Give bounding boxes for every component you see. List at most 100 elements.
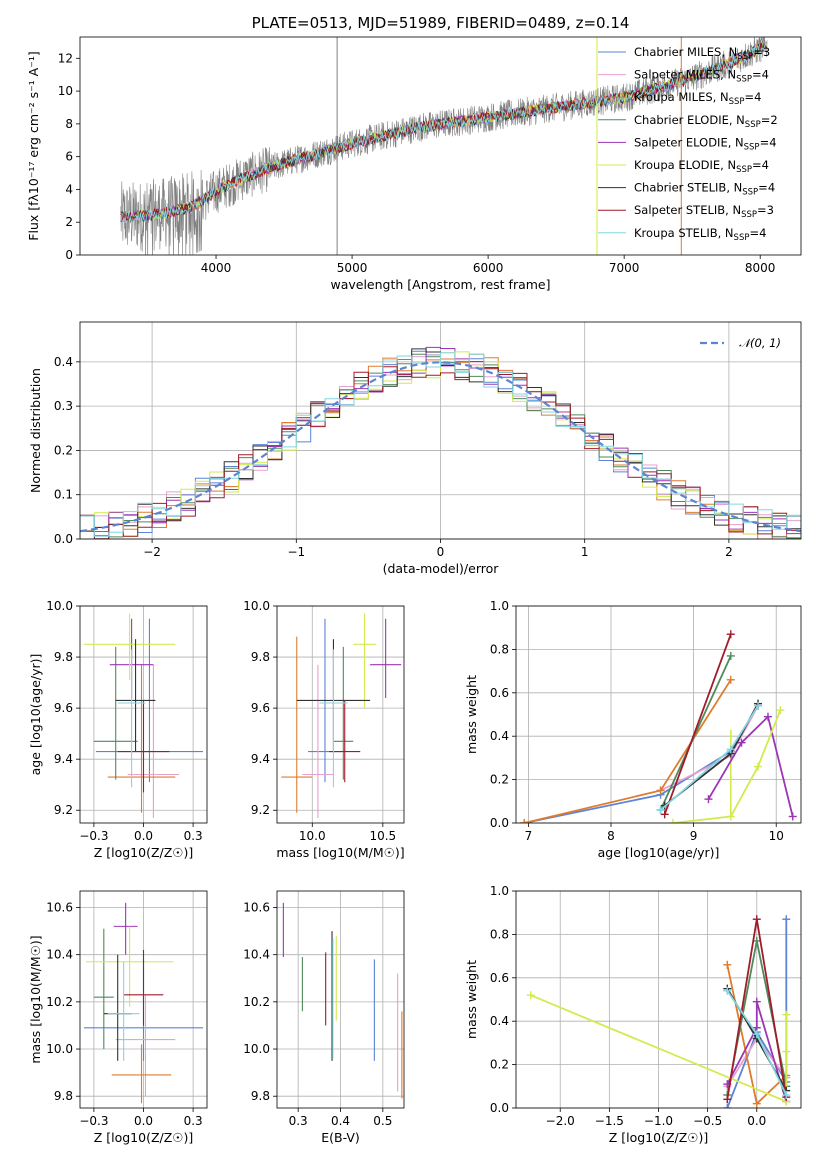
weight-line — [530, 994, 788, 1103]
legend-name: Chabrier ELODIE — [634, 113, 729, 127]
x-axis-label: (data-model)/error — [383, 561, 500, 576]
y-tick-label: 9.4 — [251, 752, 270, 766]
weight-point — [520, 819, 529, 823]
y-tick-label: 0.4 — [490, 1014, 509, 1028]
y-tick-label: 9.8 — [54, 650, 73, 664]
y-tick-label: 9.6 — [251, 701, 270, 715]
data-point — [127, 664, 180, 818]
x-tick-label: 0.0 — [134, 829, 153, 843]
data-point — [107, 664, 176, 813]
legend-name: Kroupa MILES — [634, 90, 713, 104]
axes-frame — [79, 890, 208, 1109]
y-tick-label: 1.0 — [490, 599, 509, 613]
y-tick-label: 10.2 — [243, 995, 270, 1009]
residuals-marks — [80, 346, 801, 539]
weight-point — [752, 915, 761, 924]
x-tick-label: −0.3 — [79, 829, 108, 843]
y-axis-label: mass weight — [464, 960, 479, 1039]
weight-point — [660, 810, 669, 819]
x-tick-label: 0.3 — [184, 1114, 203, 1128]
weight-line — [659, 655, 732, 811]
data-point — [111, 1044, 172, 1104]
legend-entry: Kroupa ELODIE, NSSP=4 — [634, 158, 769, 175]
weight-line — [672, 709, 782, 823]
y-tick-label: 10.0 — [46, 599, 73, 613]
axes-frame — [276, 890, 405, 1109]
y-tick-label: 6 — [65, 150, 73, 164]
age-vs-Z-marks — [83, 613, 204, 818]
weight-point — [668, 819, 677, 823]
x-tick-label: 1 — [581, 545, 589, 559]
weight-line — [663, 633, 732, 815]
mass-vs-Z-plot: −0.3 0.0 0.3 9.8 10.0 10.2 10.4 10.6 Z [log10(Z/… — [28, 890, 208, 1145]
data-point — [93, 646, 138, 780]
age-vs-mass-marks — [281, 613, 402, 818]
x-axis-label: wavelength [Angstrom, rest frame] — [330, 277, 550, 292]
x-axis-label: age [log10(age/yr)] — [598, 845, 720, 860]
data-point — [93, 928, 114, 1050]
y-tick-label: 0.0 — [490, 816, 509, 830]
y-tick-label: 10 — [58, 84, 73, 98]
y-tick-label: 10.0 — [243, 1042, 270, 1056]
data-point — [117, 700, 170, 793]
y-axis-label: age [log10(age/yr)] — [28, 654, 43, 776]
legend-nssp: 3 — [767, 203, 774, 217]
weight-point — [788, 812, 797, 821]
y-tick-label: 10.4 — [243, 948, 270, 962]
weight-point — [752, 997, 761, 1006]
x-tick-label: −1.0 — [644, 1114, 673, 1128]
legend-entry: Chabrier MILES, NSSP=3 — [634, 45, 770, 62]
y-tick-label: 10.6 — [243, 901, 270, 915]
residual-histogram — [80, 352, 801, 537]
x-tick-label: 2 — [725, 545, 733, 559]
weights-vs-Z-plot: −2.0 −1.5 −1.0 −0.5 0.0 0.0 0.2 0.4 0.6 0.8 1.0 Z [… — [464, 884, 802, 1145]
legend-nssp: 4 — [759, 226, 766, 240]
weight-point — [726, 812, 735, 821]
weight-point — [656, 786, 665, 795]
age-vs-Z-plot: −0.3 0.0 0.3 9.2 9.4 9.6 9.8 10.0 Z [log10(Z/Z☉)… — [28, 599, 208, 860]
y-tick-label: 9.2 — [54, 803, 73, 817]
x-tick-label: 9 — [690, 829, 698, 843]
y-tick-label: 0.0 — [490, 1101, 509, 1115]
legend-nssp: 4 — [762, 68, 769, 82]
x-tick-label: 10.5 — [369, 829, 396, 843]
axes-frame — [276, 605, 405, 824]
weight-point — [726, 745, 735, 754]
x-tick-label: −0.5 — [693, 1114, 722, 1128]
x-tick-label: −1.5 — [595, 1114, 624, 1128]
weight-point — [656, 805, 665, 814]
x-tick-label: 0.5 — [373, 1114, 392, 1128]
x-tick-label: 0.0 — [134, 1114, 153, 1128]
data-point — [281, 636, 313, 813]
weight-point — [723, 986, 732, 995]
spectrum-plot: 4000 5000 6000 7000 8000024681012wavelength … — [26, 14, 802, 292]
x-tick-label: 8 — [607, 829, 615, 843]
x-axis-label: Z [log10(Z/Z☉)] — [609, 1130, 709, 1145]
model-spectrum — [120, 42, 767, 223]
y-tick-label: 0.8 — [490, 927, 509, 941]
weight-point — [526, 991, 535, 1000]
weight-line — [707, 714, 794, 817]
weight-point — [782, 1047, 791, 1056]
residual-histogram — [80, 361, 801, 539]
x-tick-label: 10 — [769, 829, 784, 843]
legend-name: Kroupa STELIB — [634, 226, 718, 240]
y-tick-label: 8 — [65, 117, 73, 131]
legend-name: Chabrier STELIB — [634, 181, 726, 195]
legend-nssp: 4 — [768, 181, 775, 195]
weight-point — [726, 651, 735, 660]
data-point — [329, 700, 361, 783]
data-point — [103, 954, 132, 1061]
legend-entry: 𝒩(0, 1) — [739, 336, 781, 350]
y-tick-label: 2 — [65, 215, 73, 229]
y-tick-label: 0.2 — [490, 1058, 509, 1072]
y-tick-label: 9.8 — [251, 650, 270, 664]
y-axis-label: mass weight — [464, 675, 479, 754]
legend-name: Salpeter ELODIE — [634, 135, 728, 149]
legend-entry: Salpeter MILES, NSSP=4 — [634, 68, 769, 85]
y-tick-label: 9.8 — [251, 1089, 270, 1103]
y-tick-label: 9.8 — [54, 1089, 73, 1103]
data-point — [107, 961, 140, 1061]
y-tick-label: 10.0 — [46, 1042, 73, 1056]
x-tick-label: −0.3 — [79, 1114, 108, 1128]
